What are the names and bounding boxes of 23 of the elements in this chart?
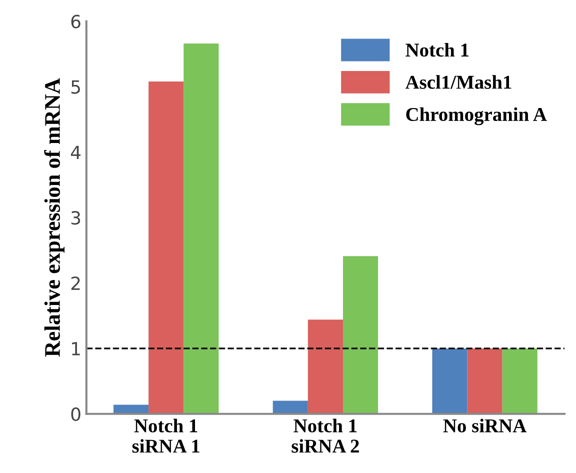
bar bbox=[184, 44, 219, 414]
y-tick-label: 3 bbox=[71, 211, 80, 225]
y-tick-label: 5 bbox=[71, 80, 80, 94]
y-tick-label: 6 bbox=[71, 14, 80, 28]
bar bbox=[272, 400, 308, 414]
y-tick-label: 0 bbox=[71, 407, 80, 421]
y-axis-title: Relative expression of mRNA bbox=[44, 78, 64, 357]
x-tick-label: Notch 1 siRNA 2 bbox=[292, 418, 359, 453]
bar bbox=[342, 256, 378, 414]
y-tick-label: 1 bbox=[72, 342, 80, 356]
legend-label: Ascl1/Mash1 bbox=[405, 75, 512, 89]
bar bbox=[502, 348, 538, 414]
legend-label: Chromogranin A bbox=[406, 107, 547, 126]
x-tick-label: Notch 1 siRNA 1 bbox=[132, 418, 200, 453]
y-tick-label: 4 bbox=[70, 146, 81, 160]
bar bbox=[432, 348, 468, 414]
legend-label: Notch 1 bbox=[406, 42, 469, 57]
x-tick-label: No siRNA bbox=[443, 418, 527, 432]
bar bbox=[148, 81, 184, 414]
bar bbox=[467, 348, 502, 414]
bar bbox=[308, 320, 343, 414]
y-tick-label: 2 bbox=[71, 276, 80, 290]
bar bbox=[113, 404, 149, 414]
